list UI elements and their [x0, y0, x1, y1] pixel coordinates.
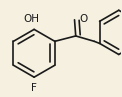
Text: OH: OH	[23, 14, 39, 24]
Text: O: O	[79, 14, 87, 24]
Text: F: F	[31, 83, 37, 93]
